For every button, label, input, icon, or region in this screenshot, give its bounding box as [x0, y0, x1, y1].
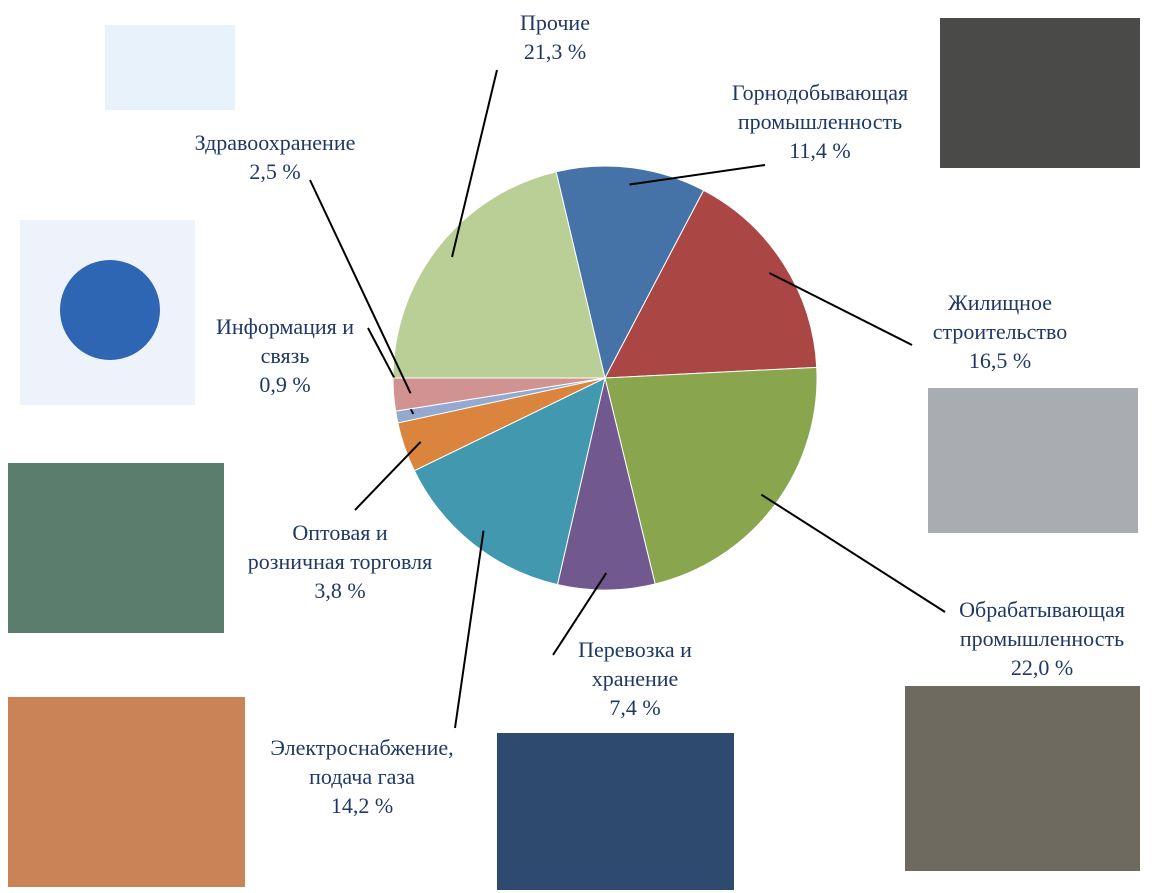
globe-icon [60, 260, 160, 360]
category-label: Электроснабжение, подача газа [270, 733, 453, 791]
category-label: Перевозка и хранение [578, 635, 692, 693]
category-label: Обрабатывающая промышленность [959, 595, 1125, 653]
leader-line [761, 495, 945, 612]
category-label: Жилищное строительство [933, 288, 1067, 346]
power-image [8, 697, 245, 887]
value-label: 22,0 % [959, 653, 1125, 682]
category-label: Информация и связь [216, 312, 354, 370]
category-label: Прочие [520, 8, 590, 37]
value-label: 7,4 % [578, 693, 692, 722]
value-label: 16,5 % [933, 346, 1067, 375]
trucks-image [497, 733, 734, 890]
category-label: Оптовая и розничная торговля [248, 518, 432, 576]
value-label: 14,2 % [270, 791, 453, 820]
leader-line [455, 531, 484, 728]
category-label: Горнодобывающая промышленность [732, 78, 908, 136]
trade-image [8, 463, 224, 633]
health-image [105, 25, 235, 110]
chart [0, 0, 1154, 893]
construction-image [928, 388, 1138, 533]
leader-line [355, 442, 421, 510]
page: Прочие21,3 % Горнодобывающая промышленнос… [0, 0, 1154, 893]
mining-image [940, 18, 1140, 168]
factory-image [905, 686, 1140, 871]
value-label: 21,3 % [520, 37, 590, 66]
category-label: Здравоохранение [195, 128, 356, 157]
value-label: 0,9 % [216, 370, 354, 399]
value-label: 11,4 % [732, 136, 908, 165]
value-label: 3,8 % [248, 576, 432, 605]
value-label: 2,5 % [195, 157, 356, 186]
